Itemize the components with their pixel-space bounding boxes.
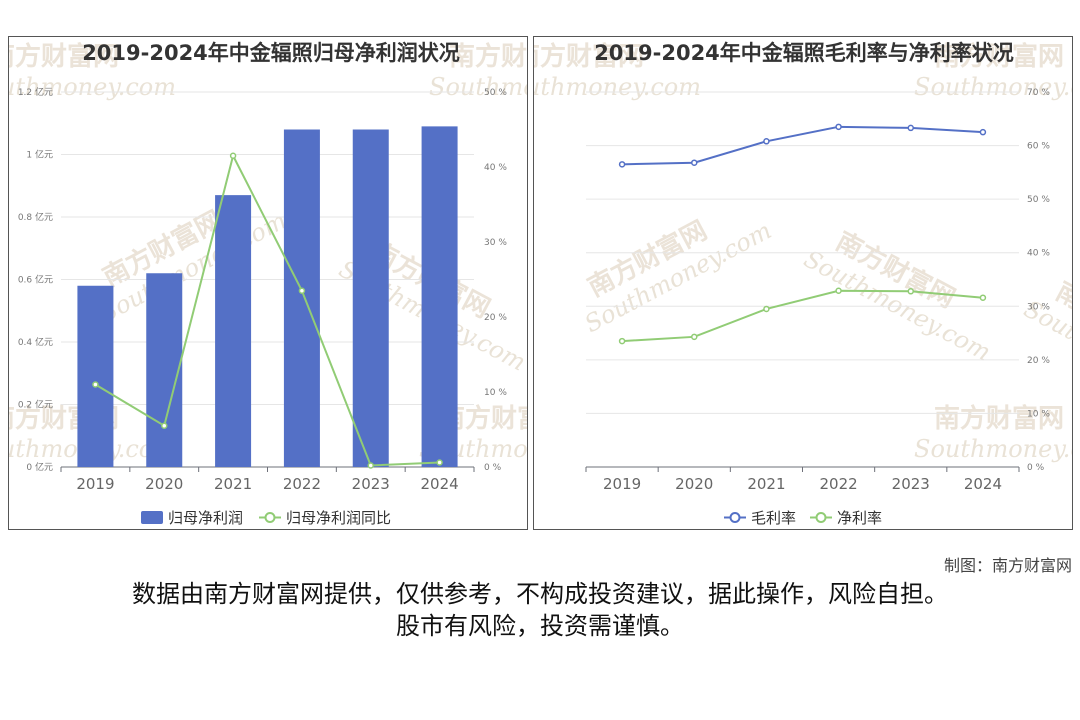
legend-label-profit: 归母净利润 <box>168 509 243 527</box>
x-tick-label: 2021 <box>214 475 252 493</box>
y-tick-label-left: 1 亿元 <box>26 149 53 161</box>
y-tick-label-left: 0.6 亿元 <box>18 274 53 286</box>
legend-circle-marker <box>264 512 276 523</box>
watermark-en: Southmoney.com <box>914 435 1073 463</box>
net-profit-chart: 南方财富网Southmoney.com南方财富网Southmoney.com南方… <box>8 36 528 530</box>
watermark-layer: 南方财富网Southmoney.com南方财富网Southmoney.com南方… <box>534 41 1073 463</box>
bar-2022 <box>283 129 320 467</box>
x-tick-label: 2023 <box>352 475 390 493</box>
watermark-cn: 南方财富网 <box>934 403 1064 434</box>
legend-circle-marker <box>729 512 741 523</box>
y-tick-label-right: 20 % <box>484 313 507 323</box>
net-margin-point-2022 <box>835 287 842 294</box>
x-tick-label: 2020 <box>675 475 713 493</box>
chart-title: 2019-2024年中金辐照毛利率与净利率状况 <box>594 41 1014 65</box>
y-tick-label-left: 0.4 亿元 <box>18 336 53 348</box>
growth-point-2020 <box>161 422 168 429</box>
net-margin-point-2024 <box>979 294 987 301</box>
y-tick-label-right: 10 % <box>1027 409 1050 419</box>
watermark-en: Southmoney.com <box>534 73 701 101</box>
watermark-cn: 南方财富网 <box>449 41 528 72</box>
y-tick-label-right: 50 % <box>1027 195 1050 205</box>
bar-2024 <box>421 126 458 467</box>
source-credit: 制图：南方财富网 <box>943 556 1072 575</box>
legend-label-net: 净利率 <box>837 509 882 527</box>
growth-point-2021 <box>229 152 237 159</box>
y-tick-label-left: 1.2 亿元 <box>18 86 53 98</box>
legend-circle-marker <box>815 512 827 523</box>
y-tick-label-right: 70 % <box>1027 88 1050 98</box>
y-tick-label-right: 0 % <box>1027 463 1045 473</box>
watermark-cn: 南方财富网 <box>934 41 1064 72</box>
disclaimer-line-2: 股市有风险，投资需谨慎。 <box>396 612 684 640</box>
net-margin-point-2020 <box>691 333 698 341</box>
y-tick-label-right: 50 % <box>484 88 507 98</box>
bar-2021 <box>215 195 252 467</box>
margin-chart-svg: 南方财富网Southmoney.com南方财富网Southmoney.com南方… <box>534 41 1073 527</box>
y-tick-label-left: 0 亿元 <box>26 461 53 473</box>
bar-2020 <box>146 273 183 467</box>
y-tick-label-right: 40 % <box>1027 249 1050 259</box>
y-tick-label-right: 40 % <box>484 163 507 173</box>
gross-margin-point-2022 <box>835 123 842 131</box>
y-tick-label-right: 30 % <box>1027 302 1050 312</box>
y-tick-label-right: 0 % <box>484 463 502 473</box>
y-tick-label-right: 20 % <box>1027 356 1050 366</box>
y-tick-label-right: 60 % <box>1027 142 1050 152</box>
bar-2023 <box>352 129 389 467</box>
net-margin-point-2021 <box>763 305 770 313</box>
x-tick-label: 2020 <box>145 475 183 493</box>
gross-margin-point-2023 <box>907 124 914 132</box>
x-tick-label: 2024 <box>420 475 458 493</box>
growth-point-2024 <box>436 459 443 466</box>
disclaimer: 数据由南方财富网提供，仅供参考，不构成投资建议，据此操作，风险自担。 股市有风险… <box>0 578 1080 642</box>
margin-chart: 南方财富网Southmoney.com南方财富网Southmoney.com南方… <box>533 36 1073 530</box>
gross-margin-point-2019 <box>618 161 626 168</box>
watermark-cn: 南方财富网 <box>534 41 644 72</box>
net-margin-line <box>622 289 984 343</box>
growth-point-2019 <box>92 381 99 388</box>
legend-bar-swatch <box>141 511 163 524</box>
growth-point-2022 <box>298 287 306 294</box>
x-tick-label: 2021 <box>747 475 785 493</box>
gross-margin-point-2020 <box>691 159 698 166</box>
disclaimer-line-1: 数据由南方财富网提供，仅供参考，不构成投资建议，据此操作，风险自担。 <box>132 580 948 608</box>
x-tick-label: 2022 <box>819 475 857 493</box>
x-tick-label: 2024 <box>964 475 1002 493</box>
x-tick-label: 2022 <box>283 475 321 493</box>
net-margin-point-2019 <box>618 337 626 345</box>
legend: 归母净利润 归母净利润同比 <box>141 509 391 527</box>
watermark-en: Southmoney.com <box>429 73 528 101</box>
y-tick-label-right: 30 % <box>484 238 507 248</box>
gross-margin-point-2024 <box>979 128 987 136</box>
x-tick-label: 2019 <box>603 475 641 493</box>
growth-point-2023 <box>367 462 374 469</box>
growth-line <box>94 152 440 467</box>
watermark-en: Southmoney.com <box>914 73 1073 101</box>
gross-margin-line <box>622 125 983 166</box>
gross-margin-point-2021 <box>763 138 770 145</box>
x-tick-label: 2019 <box>76 475 114 493</box>
x-tick-label: 2023 <box>892 475 930 493</box>
watermark-en: Southmoney.com <box>9 73 176 101</box>
watermark-cn: 南方财富网 <box>9 41 119 72</box>
y-tick-label-left: 0.2 亿元 <box>18 399 53 411</box>
bar-2019 <box>77 285 114 467</box>
legend: 毛利率 净利率 <box>724 509 882 527</box>
y-tick-label-left: 0.8 亿元 <box>18 211 53 223</box>
y-tick-label-right: 10 % <box>484 388 507 398</box>
legend-label-growth: 归母净利润同比 <box>286 509 391 527</box>
net-profit-chart-svg: 南方财富网Southmoney.com南方财富网Southmoney.com南方… <box>9 41 528 527</box>
net-margin-point-2023 <box>907 288 914 295</box>
chart-title: 2019-2024年中金辐照归母净利润状况 <box>82 41 460 65</box>
legend-label-gross: 毛利率 <box>751 509 796 527</box>
